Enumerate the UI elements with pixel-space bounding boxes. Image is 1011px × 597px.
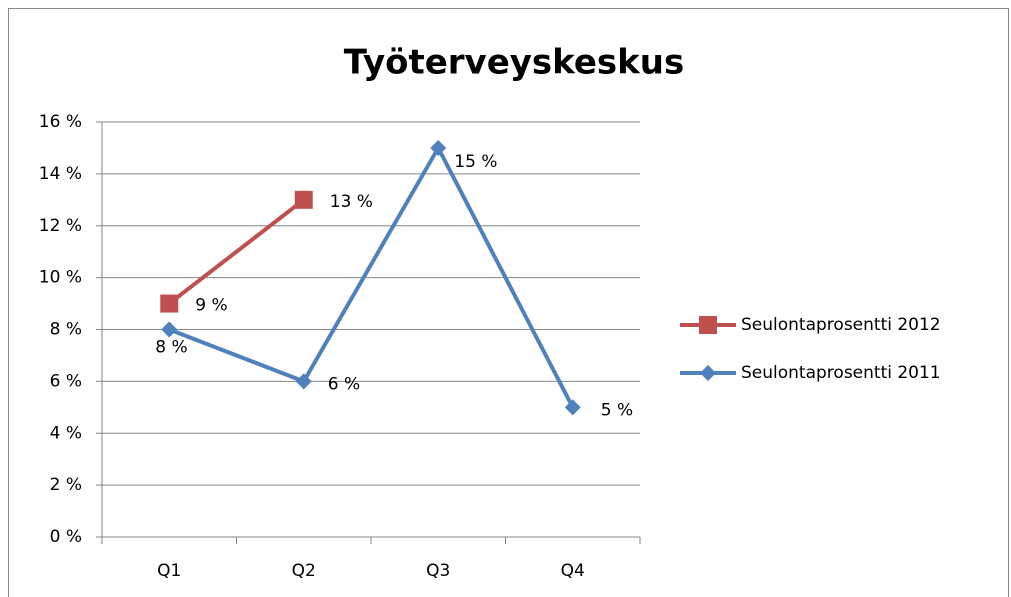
data-label: 8 %: [155, 338, 187, 358]
y-tick-label: 16 %: [39, 112, 82, 132]
y-tick-label: 2 %: [50, 475, 82, 495]
data-point: [430, 139, 447, 156]
chart-title: Työterveyskeskus: [344, 43, 684, 83]
series-line: [168, 198, 305, 306]
legend-label: Seulontaprosentti 2012: [741, 315, 941, 335]
x-tick-label: Q2: [292, 561, 316, 581]
y-tick-label: 8 %: [50, 320, 82, 340]
y-tick-label: 0 %: [50, 527, 82, 547]
data-label: 13 %: [330, 192, 373, 212]
legend-label: Seulontaprosentti 2011: [741, 363, 941, 383]
data-point: [160, 294, 179, 313]
legend-marker: [699, 316, 717, 334]
data-point: [294, 190, 313, 209]
series-line: [168, 145, 575, 409]
data-point: [295, 373, 312, 390]
data-label: 6 %: [328, 374, 360, 394]
y-tick-label: 4 %: [50, 423, 82, 443]
x-tick-label: Q4: [561, 561, 585, 581]
data-label: 5 %: [601, 400, 633, 420]
y-tick-label: 12 %: [39, 216, 82, 236]
chart-border: [8, 8, 1009, 597]
legend-marker: [700, 365, 716, 381]
data-point: [564, 399, 581, 416]
y-tick-label: 6 %: [50, 371, 82, 391]
data-label: 15 %: [454, 152, 497, 172]
y-tick-label: 14 %: [39, 164, 82, 184]
data-label: 9 %: [195, 296, 227, 316]
y-tick-label: 10 %: [39, 268, 82, 288]
data-point: [161, 321, 178, 338]
x-tick-label: Q3: [426, 561, 450, 581]
x-tick-label: Q1: [157, 561, 181, 581]
